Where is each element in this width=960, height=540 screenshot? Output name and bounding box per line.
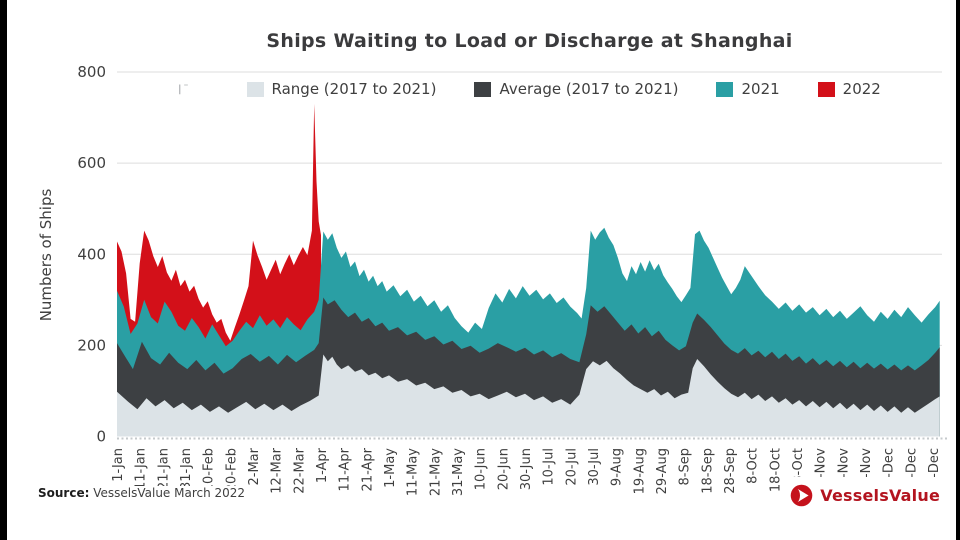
legend-stray-mark: |¨	[178, 83, 191, 95]
legend-item-y2021: 2021	[716, 80, 780, 98]
x-tick-label: 11-May	[406, 448, 421, 496]
chart-title: Ships Waiting to Load or Discharge at Sh…	[266, 30, 793, 52]
x-tick-label: 20-Jun	[496, 448, 511, 490]
x-tick-label: 10-Jul	[542, 448, 557, 486]
x-tick-label: 31-May	[451, 448, 466, 496]
x-tick-label: 18-Sep	[700, 448, 715, 494]
legend-label-y2022: 2022	[842, 80, 881, 98]
y-axis-label: Numbers of Ships	[37, 188, 55, 322]
x-tick-label: 21-Jan	[156, 448, 171, 490]
y-tick-label: 200	[77, 336, 106, 354]
right-edge-bar	[956, 0, 960, 540]
x-tick-label: 29-Aug	[655, 448, 670, 494]
legend-item-average: Average (2017 to 2021)	[474, 80, 678, 98]
source-text: VesselsValue March 2022	[89, 486, 246, 500]
chart-legend: |¨ Range (2017 to 2021) Average (2017 to …	[117, 80, 942, 98]
y-tick-label: 0	[96, 428, 106, 446]
x-tick-label: 2-Mar	[247, 447, 262, 485]
x-tick-label: 1-Apr	[315, 447, 330, 483]
x-tick-label: 12-Mar	[270, 447, 285, 493]
x-tick-label: 11-Apr	[338, 447, 353, 491]
x-tick-label: 30-Jul	[587, 448, 602, 486]
x-tick-label: 10-Feb	[202, 448, 217, 492]
legend-swatch-y2022	[817, 81, 835, 97]
legend-item-y2022: 2022	[817, 80, 881, 98]
legend-item-range: Range (2017 to 2021)	[246, 80, 437, 98]
legend-swatch-y2021	[716, 81, 734, 97]
legend-label-y2021: 2021	[741, 80, 780, 98]
x-tick-label: 20-Feb	[224, 448, 239, 492]
x-tick-label: 21-Apr	[360, 447, 375, 491]
y-tick-label: 600	[77, 154, 106, 172]
area-range	[117, 354, 940, 437]
legend-swatch-range	[246, 81, 264, 97]
x-tick-label: 20-Jul	[564, 448, 579, 486]
vesselsvalue-circle-icon	[790, 484, 813, 506]
legend-label-range: Range (2017 to 2021)	[271, 80, 437, 98]
x-tick-label: 28-Sep	[723, 448, 738, 494]
x-tick-label: 1-Jan	[111, 448, 126, 482]
y-tick-label: 800	[77, 63, 106, 81]
x-tick-label: 18-Oct	[768, 448, 783, 492]
x-tick-label: 22-Mar	[292, 447, 307, 493]
x-tick-label: 7-Nov	[814, 448, 829, 487]
x-tick-label: 7-Dec	[882, 448, 897, 486]
vesselsvalue-logo: VesselsValue	[782, 477, 946, 513]
source-label: Source:	[38, 486, 90, 500]
x-tick-label: 21-May	[428, 448, 443, 496]
x-tick-label: 31-Jan	[179, 448, 194, 490]
x-tick-label: 1-May	[383, 448, 398, 488]
legend-label-average: Average (2017 to 2021)	[499, 80, 679, 98]
source-line: Source: VesselsValue March 2022	[38, 486, 250, 500]
legend-swatch-average	[474, 81, 492, 97]
x-tick-label: 19-Aug	[632, 448, 647, 494]
x-tick-label: 11-Jan	[134, 448, 149, 490]
x-tick-label: 10-Jun	[474, 448, 489, 490]
logo-text: VesselsValue	[820, 485, 940, 505]
x-tick-label: 8-Oct	[746, 448, 761, 484]
y-tick-label: 400	[77, 245, 106, 263]
x-tick-label: 9-Aug	[610, 448, 625, 486]
x-tick-label: 30-Jun	[519, 448, 534, 490]
x-tick-label: 8-Sep	[678, 448, 693, 485]
left-edge-bar	[0, 0, 7, 540]
